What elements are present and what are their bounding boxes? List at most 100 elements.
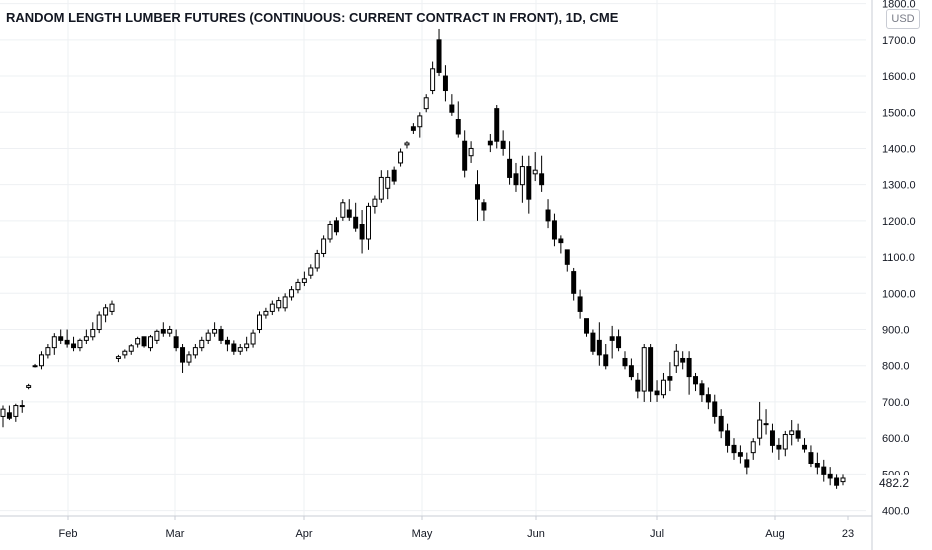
- candle-body-up: [167, 329, 173, 334]
- candle: [83, 329, 89, 344]
- candle-body-down: [622, 357, 628, 367]
- candle: [366, 202, 371, 250]
- candle: [244, 336, 250, 352]
- candle: [64, 329, 70, 348]
- candle: [26, 383, 32, 390]
- x-axis[interactable]: Feb Mar Apr May Jun Jul Aug 23: [0, 515, 872, 540]
- candle: [423, 94, 429, 113]
- candle: [141, 336, 147, 348]
- candle-body-up: [782, 434, 788, 450]
- candle: [250, 329, 256, 348]
- candle-body-down: [808, 452, 814, 464]
- candle-body-down: [802, 444, 808, 450]
- candle-body-down: [333, 220, 339, 233]
- candle: [237, 344, 243, 355]
- candle: [51, 333, 57, 355]
- candle: [257, 311, 262, 334]
- candle: [622, 351, 628, 370]
- y-tick-label: 1700.0: [882, 35, 916, 47]
- candle-body-up: [282, 296, 288, 309]
- candle-body-down: [353, 216, 359, 229]
- candle: [712, 394, 718, 424]
- candle: [167, 325, 173, 337]
- candle-body-up: [250, 332, 256, 345]
- candle-body-down: [827, 473, 833, 479]
- candle: [545, 199, 551, 229]
- candle: [821, 459, 827, 482]
- candle: [103, 304, 109, 323]
- candle-body-down: [359, 224, 365, 240]
- candle: [513, 162, 519, 192]
- candle-body-down: [628, 365, 634, 378]
- y-tick-label: 1100.0: [882, 252, 915, 264]
- candle-body-down: [705, 394, 711, 403]
- candle-body-up: [109, 303, 115, 312]
- y-tick-label: 1000.0: [882, 288, 916, 300]
- candle-body-up: [340, 202, 346, 218]
- candle: [186, 351, 192, 366]
- x-tick-label: Jun: [527, 528, 545, 540]
- candle: [462, 130, 468, 178]
- candle-body-up: [19, 405, 25, 408]
- candle: [199, 336, 205, 352]
- candle-body-up: [519, 166, 525, 186]
- y-axis[interactable]: 400.0500.0600.0700.0800.0900.01000.01100…: [871, 0, 916, 550]
- candle: [205, 329, 211, 344]
- candle-body-down: [231, 343, 237, 352]
- candle-body-down: [173, 336, 179, 349]
- candle: [353, 202, 359, 232]
- candle-body-down: [410, 126, 416, 131]
- candle-body-down: [224, 339, 230, 345]
- candle: [135, 336, 141, 348]
- candle-body-up: [366, 205, 371, 240]
- candle: [122, 349, 128, 359]
- candle: [321, 235, 327, 258]
- candle: [430, 61, 436, 95]
- y-tick-label: 400.0: [882, 506, 910, 518]
- candle: [539, 155, 545, 192]
- candle: [372, 195, 378, 214]
- candle-body-down: [712, 401, 718, 417]
- candle-body-down: [814, 462, 820, 468]
- candle-body-up: [641, 347, 647, 392]
- candle: [417, 112, 423, 138]
- candle-body-up: [38, 354, 44, 367]
- candle: [616, 329, 622, 352]
- candle-body-down: [584, 318, 589, 334]
- candle-body-up: [147, 336, 153, 349]
- candle: [718, 409, 724, 439]
- candle: [782, 430, 788, 457]
- candle: [648, 344, 654, 402]
- candle-body-down: [821, 466, 827, 475]
- y-tick-label: 1200.0: [882, 216, 916, 228]
- candle: [725, 423, 731, 453]
- candle: [705, 387, 711, 410]
- candle: [391, 166, 397, 185]
- candle-body-up: [327, 224, 333, 240]
- candle: [449, 94, 455, 116]
- candle-body-up: [115, 356, 121, 359]
- candle-body-down: [686, 357, 692, 378]
- candle: [128, 344, 134, 355]
- y-tick-label: 800.0: [882, 361, 910, 373]
- candle-body-up: [269, 303, 275, 312]
- candle-body-down: [667, 376, 673, 381]
- candle: [577, 289, 583, 319]
- candle: [468, 141, 474, 163]
- candle-body-up: [301, 278, 307, 283]
- candle: [814, 452, 820, 475]
- candle: [147, 334, 153, 352]
- candle-body-down: [834, 477, 840, 486]
- x-tick-label: 23: [842, 528, 854, 540]
- candle: [519, 155, 525, 203]
- candle: [827, 467, 833, 486]
- candle-body-up: [0, 408, 6, 417]
- candle-body-up: [45, 347, 51, 356]
- candle: [834, 474, 840, 489]
- candle-body-up: [750, 441, 756, 454]
- candle: [487, 133, 493, 153]
- currency-badge[interactable]: USD: [886, 9, 920, 29]
- candle-body-down: [513, 173, 519, 186]
- y-tick-label: 1300.0: [882, 180, 916, 192]
